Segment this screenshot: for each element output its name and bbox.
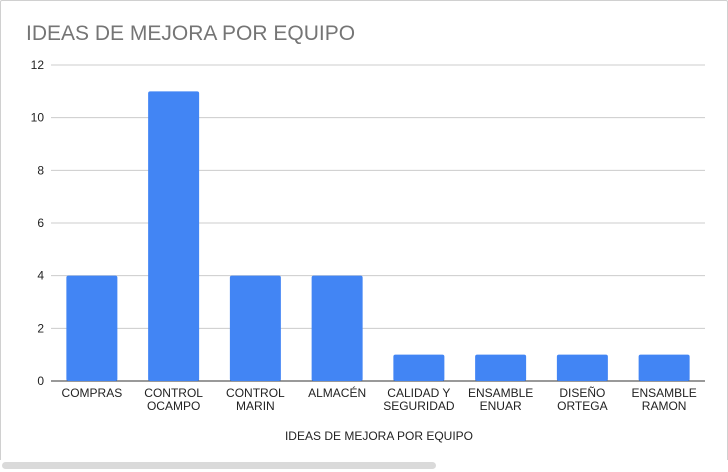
bar[interactable] (393, 354, 445, 381)
x-category-label: DISEÑO ORTEGA (557, 386, 607, 413)
y-tick-label: 10 (31, 111, 45, 125)
y-tick-label: 6 (37, 216, 44, 230)
x-axis-categories: COMPRAS CONTROL OCAMPO CONTROL MARIN ALMACÉN C… (62, 385, 697, 413)
x-category-label: CONTROL MARIN (226, 386, 285, 413)
bar[interactable] (556, 354, 608, 381)
x-category-label: ENSAMBLE ENUAR (468, 386, 533, 413)
bar[interactable] (475, 354, 527, 381)
y-tick-label: 2 (37, 321, 44, 335)
y-axis-ticks: 0 2 4 6 8 10 12 (31, 58, 45, 388)
bar[interactable] (311, 275, 363, 381)
y-tick-label: 8 (37, 163, 44, 177)
x-category-label: CONTROL OCAMPO (144, 386, 203, 413)
x-category-label: COMPRAS (62, 386, 123, 400)
x-axis-title: IDEAS DE MEJORA POR EQUIPO (285, 429, 473, 443)
bar[interactable] (229, 275, 281, 381)
x-category-label: ALMACÉN (308, 385, 366, 400)
bar[interactable] (148, 91, 200, 381)
bar[interactable] (638, 354, 690, 381)
bars (66, 91, 690, 381)
x-category-label: CALIDAD Y SEGURIDAD (383, 386, 455, 413)
y-tick-label: 0 (37, 374, 44, 388)
bar[interactable] (66, 275, 118, 381)
x-category-label: ENSAMBLE RAMON (631, 386, 696, 413)
y-tick-label: 4 (37, 269, 44, 283)
horizontal-scrollbar-thumb[interactable] (2, 462, 436, 469)
chart-title: IDEAS DE MEJORA POR EQUIPO (26, 22, 356, 45)
y-tick-label: 12 (31, 58, 45, 72)
